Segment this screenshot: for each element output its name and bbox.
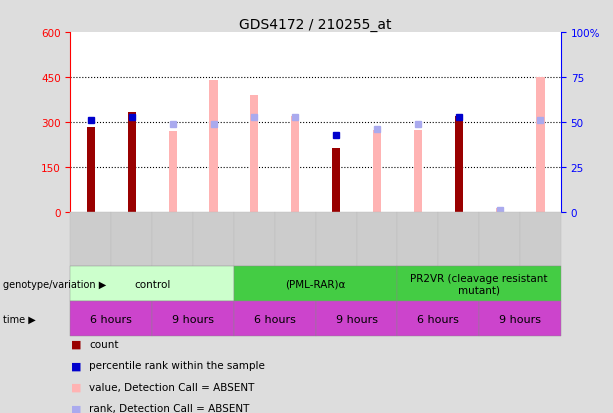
Text: ■: ■: [70, 382, 81, 392]
Bar: [291, 117, 299, 213]
Text: 9 hours: 9 hours: [499, 314, 541, 324]
Text: PR2VR (cleavage resistant
mutant): PR2VR (cleavage resistant mutant): [411, 273, 548, 295]
Text: ■: ■: [70, 404, 81, 413]
Bar: [455, 117, 463, 213]
Bar: [536, 78, 544, 213]
Bar: [128, 112, 136, 213]
Text: time ▶: time ▶: [3, 314, 36, 324]
Bar: [210, 81, 218, 213]
Bar: [87, 127, 95, 213]
Text: 9 hours: 9 hours: [172, 314, 214, 324]
Text: value, Detection Call = ABSENT: value, Detection Call = ABSENT: [89, 382, 254, 392]
Text: ■: ■: [70, 361, 81, 370]
Text: percentile rank within the sample: percentile rank within the sample: [89, 361, 265, 370]
Text: genotype/variation ▶: genotype/variation ▶: [3, 279, 106, 289]
Bar: [373, 131, 381, 213]
Bar: [414, 131, 422, 213]
Text: 6 hours: 6 hours: [254, 314, 295, 324]
Text: control: control: [134, 279, 170, 289]
Text: ■: ■: [70, 339, 81, 349]
Bar: [250, 96, 259, 213]
Bar: [169, 132, 177, 213]
Title: GDS4172 / 210255_at: GDS4172 / 210255_at: [240, 18, 392, 32]
Text: rank, Detection Call = ABSENT: rank, Detection Call = ABSENT: [89, 404, 249, 413]
Bar: [332, 148, 340, 213]
Text: 6 hours: 6 hours: [91, 314, 132, 324]
Text: (PML-RAR)α: (PML-RAR)α: [286, 279, 346, 289]
Text: count: count: [89, 339, 118, 349]
Text: 6 hours: 6 hours: [417, 314, 459, 324]
Text: 9 hours: 9 hours: [335, 314, 378, 324]
Bar: [495, 208, 504, 213]
